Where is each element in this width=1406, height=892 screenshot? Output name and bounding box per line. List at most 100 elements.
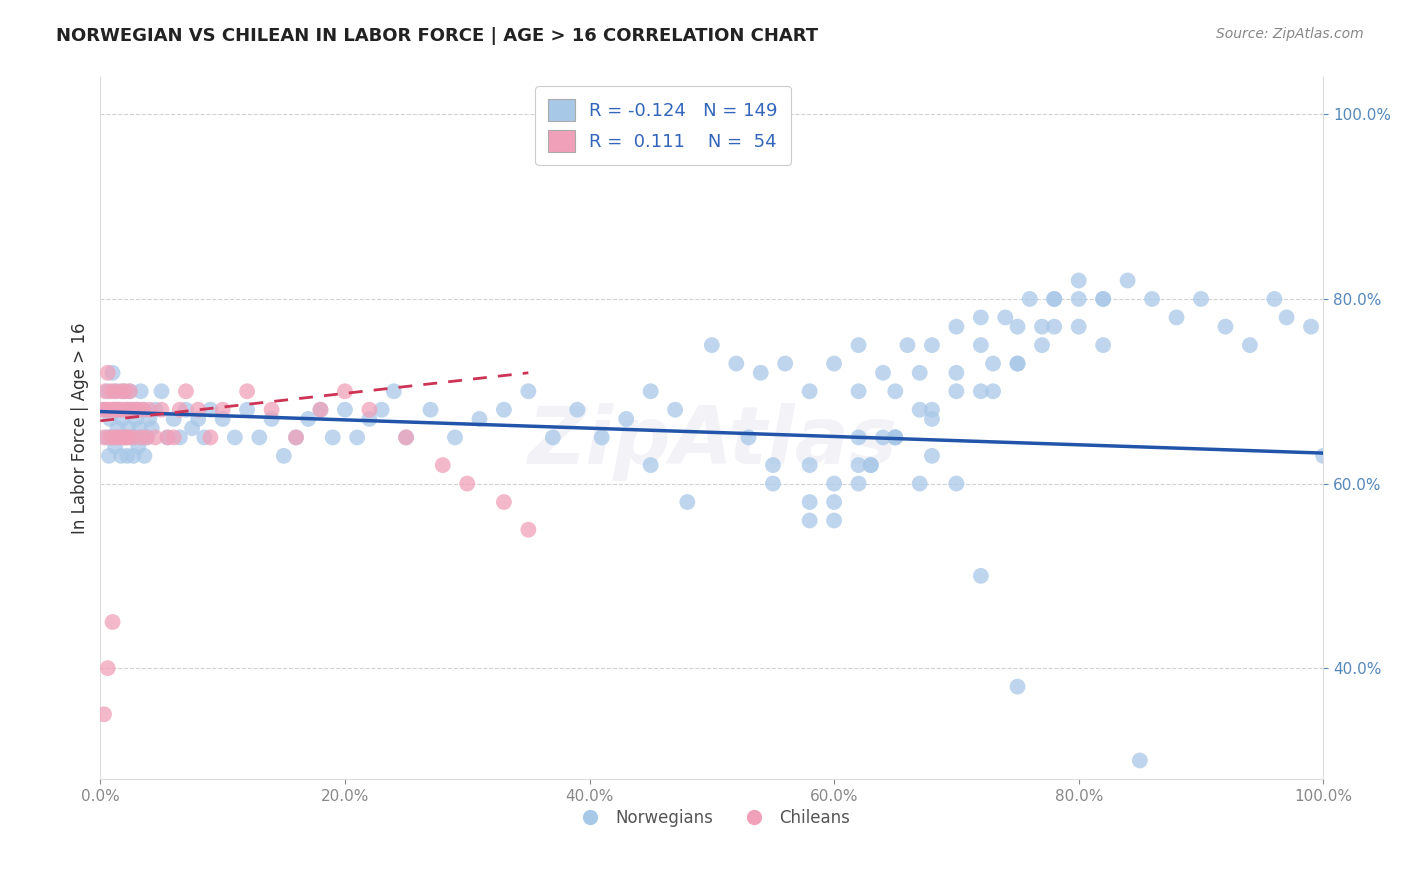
Point — [98, 430, 121, 444]
Point — [773, 357, 796, 371]
Point — [118, 384, 141, 399]
Point — [614, 412, 637, 426]
Point — [110, 384, 132, 399]
Point — [945, 476, 967, 491]
Point — [101, 402, 124, 417]
Point — [749, 366, 772, 380]
Point — [285, 430, 308, 444]
Point — [141, 421, 163, 435]
Point — [120, 402, 142, 417]
Point — [98, 412, 121, 426]
Point — [309, 402, 332, 417]
Point — [945, 366, 967, 380]
Point — [799, 495, 821, 509]
Point — [1067, 292, 1090, 306]
Point — [896, 338, 918, 352]
Point — [163, 430, 186, 444]
Point — [1239, 338, 1261, 352]
Point — [127, 402, 149, 417]
Point — [118, 384, 141, 399]
Point — [150, 384, 173, 399]
Point — [640, 384, 662, 399]
Point — [138, 402, 160, 417]
Point — [285, 430, 308, 444]
Point — [211, 402, 233, 417]
Point — [107, 430, 129, 444]
Point — [848, 384, 870, 399]
Point — [1092, 338, 1115, 352]
Point — [468, 412, 491, 426]
Point — [444, 430, 467, 444]
Point — [131, 430, 153, 444]
Point — [921, 402, 943, 417]
Point — [848, 458, 870, 472]
Point — [135, 430, 157, 444]
Point — [128, 421, 150, 435]
Point — [1263, 292, 1285, 306]
Point — [981, 357, 1004, 371]
Point — [1299, 319, 1322, 334]
Point — [799, 458, 821, 472]
Point — [100, 430, 122, 444]
Point — [1043, 319, 1066, 334]
Point — [211, 412, 233, 426]
Point — [112, 430, 135, 444]
Point — [117, 430, 139, 444]
Point — [260, 402, 283, 417]
Point — [93, 430, 115, 444]
Point — [1067, 273, 1090, 287]
Point — [762, 476, 785, 491]
Point — [1275, 310, 1298, 325]
Point — [823, 513, 845, 527]
Point — [664, 402, 686, 417]
Point — [107, 402, 129, 417]
Point — [101, 366, 124, 380]
Point — [145, 402, 167, 417]
Point — [156, 430, 179, 444]
Point — [108, 430, 131, 444]
Point — [1189, 292, 1212, 306]
Point — [322, 430, 344, 444]
Point — [1312, 449, 1334, 463]
Point — [970, 384, 993, 399]
Point — [163, 412, 186, 426]
Point — [125, 402, 148, 417]
Point — [174, 402, 197, 417]
Legend: Norwegians, Chileans: Norwegians, Chileans — [567, 803, 858, 834]
Point — [346, 430, 368, 444]
Point — [309, 402, 332, 417]
Point — [103, 430, 125, 444]
Point — [725, 357, 748, 371]
Point — [908, 402, 931, 417]
Point — [1116, 273, 1139, 287]
Point — [517, 523, 540, 537]
Point — [799, 513, 821, 527]
Point — [945, 319, 967, 334]
Point — [370, 402, 392, 417]
Point — [273, 449, 295, 463]
Point — [762, 458, 785, 472]
Point — [1092, 292, 1115, 306]
Point — [97, 449, 120, 463]
Point — [432, 458, 454, 472]
Point — [174, 384, 197, 399]
Point — [1043, 292, 1066, 306]
Point — [200, 402, 222, 417]
Point — [1215, 319, 1237, 334]
Point — [419, 402, 441, 417]
Point — [970, 569, 993, 583]
Point — [104, 440, 127, 454]
Point — [236, 402, 259, 417]
Point — [737, 430, 759, 444]
Point — [333, 384, 356, 399]
Point — [970, 338, 993, 352]
Point — [110, 449, 132, 463]
Point — [96, 402, 118, 417]
Point — [921, 338, 943, 352]
Point — [1129, 754, 1152, 768]
Point — [105, 384, 128, 399]
Point — [112, 384, 135, 399]
Point — [1007, 680, 1029, 694]
Point — [100, 384, 122, 399]
Point — [129, 430, 152, 444]
